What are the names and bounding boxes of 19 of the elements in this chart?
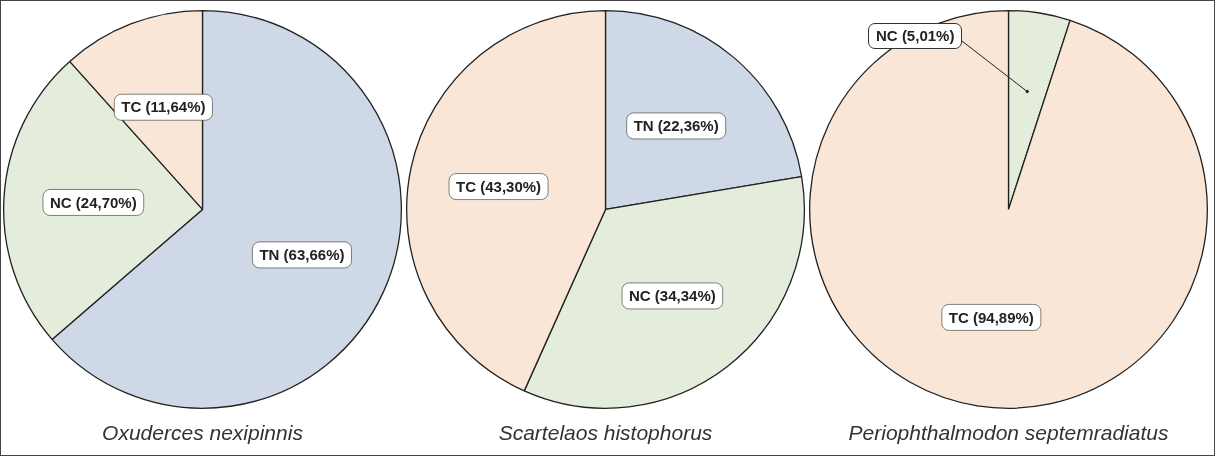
data-label: (11,64%) (145, 98, 206, 116)
data-label: (34,34%) (654, 287, 716, 305)
data-label: (43,30%) (480, 177, 542, 195)
slice-label: NC (50, 193, 72, 211)
data-label: (63,66%) (283, 246, 345, 264)
slice-label: TC (948, 308, 969, 326)
text: Oxuderces nexipinnis (102, 421, 304, 445)
data-label: (24,70%) (75, 193, 137, 211)
slice-label: NC (629, 287, 651, 305)
slice-label: NC (876, 27, 898, 45)
text: Scartelaos histophorus (498, 421, 713, 445)
text: Periophthalmodon septemradiatus (848, 421, 1169, 445)
slice-label: TN (259, 246, 280, 264)
data-label: (5,01%) (901, 27, 955, 45)
slice-label: TN (633, 117, 654, 135)
slice-label: TC (121, 98, 142, 116)
data-label: (22,36%) (657, 117, 719, 135)
data-label: (94,89%) (972, 308, 1034, 326)
slice-label: TC (456, 177, 477, 195)
